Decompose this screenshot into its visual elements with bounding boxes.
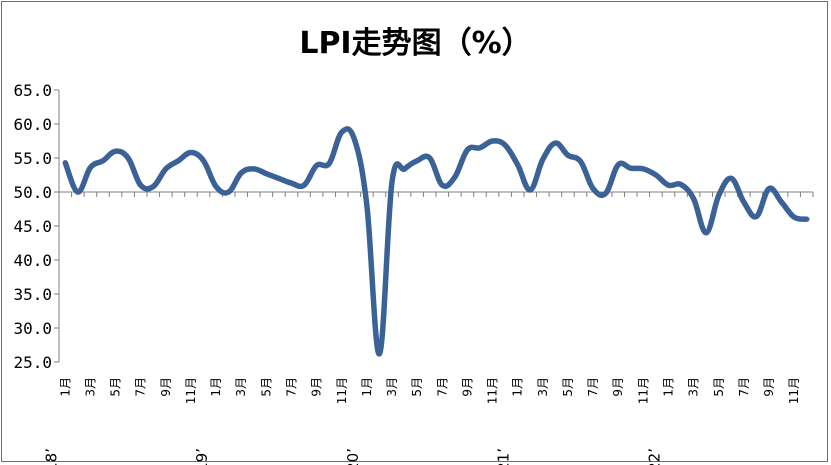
y-tick-label: 35.0 xyxy=(13,285,52,304)
x-tick-label: 1月 xyxy=(511,377,525,397)
x-tick-label: 1月 xyxy=(209,377,223,397)
x-year-label: 20’ xyxy=(344,448,362,465)
x-tick-label: 3月 xyxy=(385,377,399,397)
x-year-label: 22’ xyxy=(645,448,663,465)
x-tick-label: 5月 xyxy=(259,377,273,397)
chart-title: LPI走势图（%） xyxy=(299,26,532,61)
x-tick-label: 11月 xyxy=(486,377,500,404)
x-tick-label: 7月 xyxy=(737,377,751,397)
y-tick-label: 45.0 xyxy=(13,217,52,236)
x-tick-label: 7月 xyxy=(435,377,449,397)
x-tick-label: 7月 xyxy=(284,377,298,397)
x-tick-label: 7月 xyxy=(586,377,600,397)
x-tick-label: 5月 xyxy=(561,377,575,397)
x-tick-label: 9月 xyxy=(159,377,173,397)
x-tick-label: 5月 xyxy=(109,377,123,397)
x-tick-label: 3月 xyxy=(234,377,248,397)
x-year-label: 21’ xyxy=(495,448,513,465)
y-tick-label: 30.0 xyxy=(13,319,52,338)
x-tick-label: 1月 xyxy=(360,377,374,397)
y-tick-label: 50.0 xyxy=(13,183,52,202)
x-tick-label: 11月 xyxy=(636,377,650,404)
series-line-lpi xyxy=(62,126,810,357)
x-tick-label: 11月 xyxy=(787,377,801,404)
x-tick-label: 9月 xyxy=(762,377,776,397)
x-tick-label: 11月 xyxy=(184,377,198,404)
x-tick-label: 1月 xyxy=(58,377,72,397)
x-tick-label: 5月 xyxy=(712,377,726,397)
x-tick-label: 9月 xyxy=(310,377,324,397)
x-axis-ticks: 1月 3月 5月 7月 9月 11月 1月 3月 5月 7月 9月 11月 1月 3月 5月 7月 9月 11月 1… xyxy=(42,192,814,465)
x-year-label: 18’ xyxy=(42,448,60,465)
y-tick-label: 25.0 xyxy=(13,353,52,372)
y-tick-label: 65.0 xyxy=(13,81,52,100)
x-tick-label: 9月 xyxy=(611,377,625,397)
x-tick-label: 3月 xyxy=(536,377,550,397)
x-tick-label: 1月 xyxy=(661,377,675,397)
y-axis-ticks: 25.0 30.0 35.0 40.0 45.0 50.0 55.0 60.0 65.0 xyxy=(13,81,59,372)
x-tick-label: 3月 xyxy=(83,377,97,397)
x-tick-label: 9月 xyxy=(460,377,474,397)
y-tick-label: 60.0 xyxy=(13,115,52,134)
y-tick-label: 55.0 xyxy=(13,149,52,168)
x-tick-label: 7月 xyxy=(134,377,148,397)
x-tick-label: 3月 xyxy=(687,377,701,397)
x-year-label: 19’ xyxy=(193,448,211,465)
x-tick-label: 5月 xyxy=(410,377,424,397)
y-tick-label: 40.0 xyxy=(13,251,52,270)
x-tick-label: 11月 xyxy=(335,377,349,404)
